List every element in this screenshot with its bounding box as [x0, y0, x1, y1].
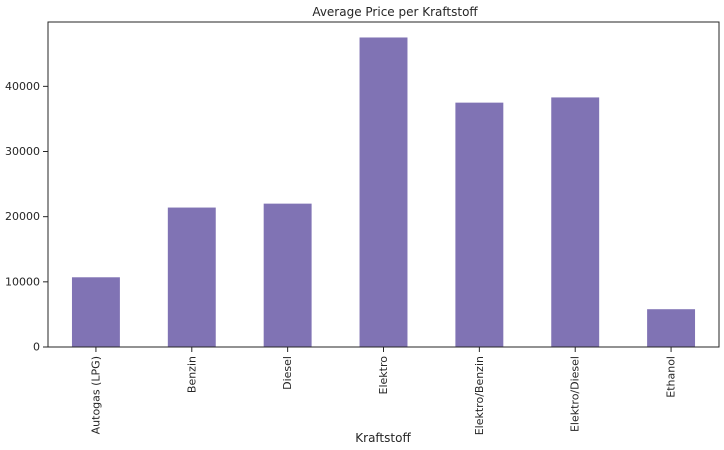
x-tick-label: Ethanol — [665, 356, 678, 398]
y-tick-label: 20000 — [5, 210, 40, 223]
y-tick-label: 0 — [33, 341, 40, 354]
y-tick-label: 30000 — [5, 145, 40, 158]
bar-autogas-lpg — [71, 277, 120, 347]
y-axis: 0 10000 20000 30000 40000 — [5, 80, 48, 354]
bar-elektro-benzin — [455, 102, 504, 347]
x-tick-label: Autogas (LPG) — [89, 356, 102, 434]
bar-elektro — [359, 37, 408, 347]
x-tick-label: Elektro/Diesel — [569, 356, 582, 432]
x-axis: Autogas (LPG) Benzin Diesel Elektro Elektro/… — [89, 347, 678, 435]
bar-elektro-diesel — [551, 97, 600, 348]
y-tick-label: 40000 — [5, 80, 40, 93]
bar-ethanol — [647, 309, 696, 347]
y-tick-label: 10000 — [5, 275, 40, 288]
x-tick-label: Benzin — [185, 356, 198, 393]
bar-diesel — [263, 203, 312, 347]
x-tick-label: Elektro — [377, 356, 390, 395]
bar-benzin — [167, 207, 216, 347]
x-tick-label: Diesel — [281, 356, 294, 390]
chart-title: Average Price per Kraftstoff — [312, 5, 478, 19]
x-axis-label: Kraftstoff — [355, 431, 411, 445]
x-tick-label: Elektro/Benzin — [473, 356, 486, 435]
bars — [71, 37, 696, 348]
